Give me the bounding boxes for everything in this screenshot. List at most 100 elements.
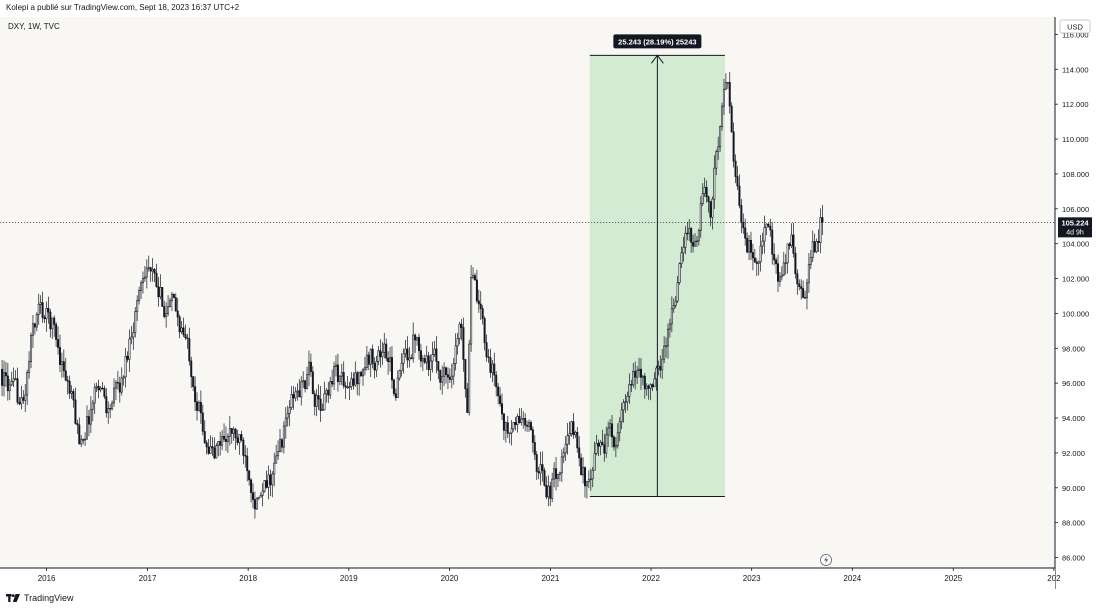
candle-body [89, 408, 92, 425]
candle-body [352, 378, 355, 386]
candle-body [362, 369, 365, 377]
candle-body [464, 359, 467, 390]
candle-body [817, 241, 820, 243]
candle-body [663, 345, 666, 360]
time-axis[interactable] [0, 568, 1055, 589]
candle-body [170, 293, 173, 302]
candle-body [580, 457, 583, 476]
candle-body [643, 375, 646, 390]
currency-label: USD [1067, 23, 1083, 32]
candle-body [317, 395, 320, 400]
candle-body [800, 286, 803, 289]
candle-body [375, 361, 378, 371]
candle-body [209, 446, 212, 454]
candle-body [682, 246, 685, 254]
candle-body [381, 352, 384, 358]
x-tick-label: 2024 [843, 574, 861, 583]
candle-body [392, 379, 395, 394]
candle-body [583, 467, 586, 487]
candle-body [111, 402, 114, 410]
candle-body [466, 388, 469, 413]
candle-body [614, 445, 617, 448]
candle-body [497, 386, 500, 397]
candle-body [105, 396, 108, 414]
currency-button[interactable] [1059, 19, 1091, 34]
candle-body [192, 376, 195, 388]
candle-body [113, 387, 116, 404]
candle-body [576, 431, 579, 449]
candle-body [541, 464, 544, 471]
candle-body [688, 228, 691, 234]
candle-body [773, 253, 776, 261]
candle-body [522, 418, 525, 420]
price-axis[interactable] [1055, 17, 1100, 589]
chart-svg[interactable]: 116.000 114.000 112.000 110.000 108.000 106.0… [0, 17, 1100, 589]
candle-body [72, 391, 75, 401]
candle-body [734, 160, 737, 177]
candle-body [603, 444, 606, 454]
lightning-icon[interactable] [820, 554, 832, 566]
tradingview-logo[interactable]: TradingView [6, 593, 74, 603]
candle-body [651, 384, 654, 388]
candle-body [645, 385, 648, 390]
candle-body [304, 380, 307, 389]
candle-body [796, 273, 799, 285]
candle-body [732, 131, 735, 162]
candle-body [390, 357, 393, 381]
candle-body [804, 297, 807, 299]
candle-body [406, 348, 409, 361]
candle-body [205, 442, 208, 448]
candle-body [344, 385, 347, 388]
candle-body [595, 443, 598, 454]
candle-body [213, 447, 216, 459]
candle-body [280, 439, 283, 448]
candle-body [226, 435, 229, 442]
candle-body [416, 337, 419, 341]
chart-area[interactable]: 116.000 114.000 112.000 110.000 108.000 106.0… [0, 17, 1100, 589]
candle-body [695, 240, 698, 243]
candle-body [616, 432, 619, 446]
candle-body [593, 453, 596, 471]
candle-body [87, 416, 90, 425]
candle-body [582, 467, 585, 476]
y-tick-label: 86.000 [1062, 554, 1085, 563]
candle-body [217, 441, 220, 446]
candle-body [246, 455, 249, 472]
candle-body [719, 126, 722, 148]
candle-body [562, 452, 565, 458]
candle-body [684, 232, 687, 248]
candle-body [417, 337, 420, 352]
candle-body [798, 283, 801, 287]
candle-body [460, 323, 463, 328]
candle-body [70, 391, 73, 394]
candle-body [539, 464, 542, 474]
candle-body [504, 422, 507, 431]
candle-body [819, 217, 822, 243]
candle-body [437, 361, 440, 371]
candle-body [369, 348, 372, 365]
candle-body [767, 223, 770, 227]
candle-body [746, 237, 749, 253]
candle-body [537, 471, 540, 474]
range-arrow-head [650, 54, 664, 64]
candle-body [103, 388, 106, 397]
candle-body [813, 241, 816, 253]
candle-body [338, 375, 341, 382]
candle-body [57, 339, 60, 348]
candle-body [500, 403, 503, 415]
x-tick-label: 2018 [239, 574, 257, 583]
candle-body [275, 455, 278, 464]
candle-body [250, 479, 253, 493]
candle-body [659, 365, 662, 371]
candle-body [821, 217, 824, 223]
candle-body [2, 372, 5, 386]
candle-body [553, 468, 556, 480]
candle-body [334, 364, 337, 367]
candle-body [306, 374, 309, 389]
candle-body [140, 282, 143, 291]
candle-body [155, 272, 158, 287]
candle-body [64, 370, 67, 381]
candle-body [26, 372, 29, 396]
candle-body [526, 424, 529, 427]
candle-body [174, 297, 177, 312]
